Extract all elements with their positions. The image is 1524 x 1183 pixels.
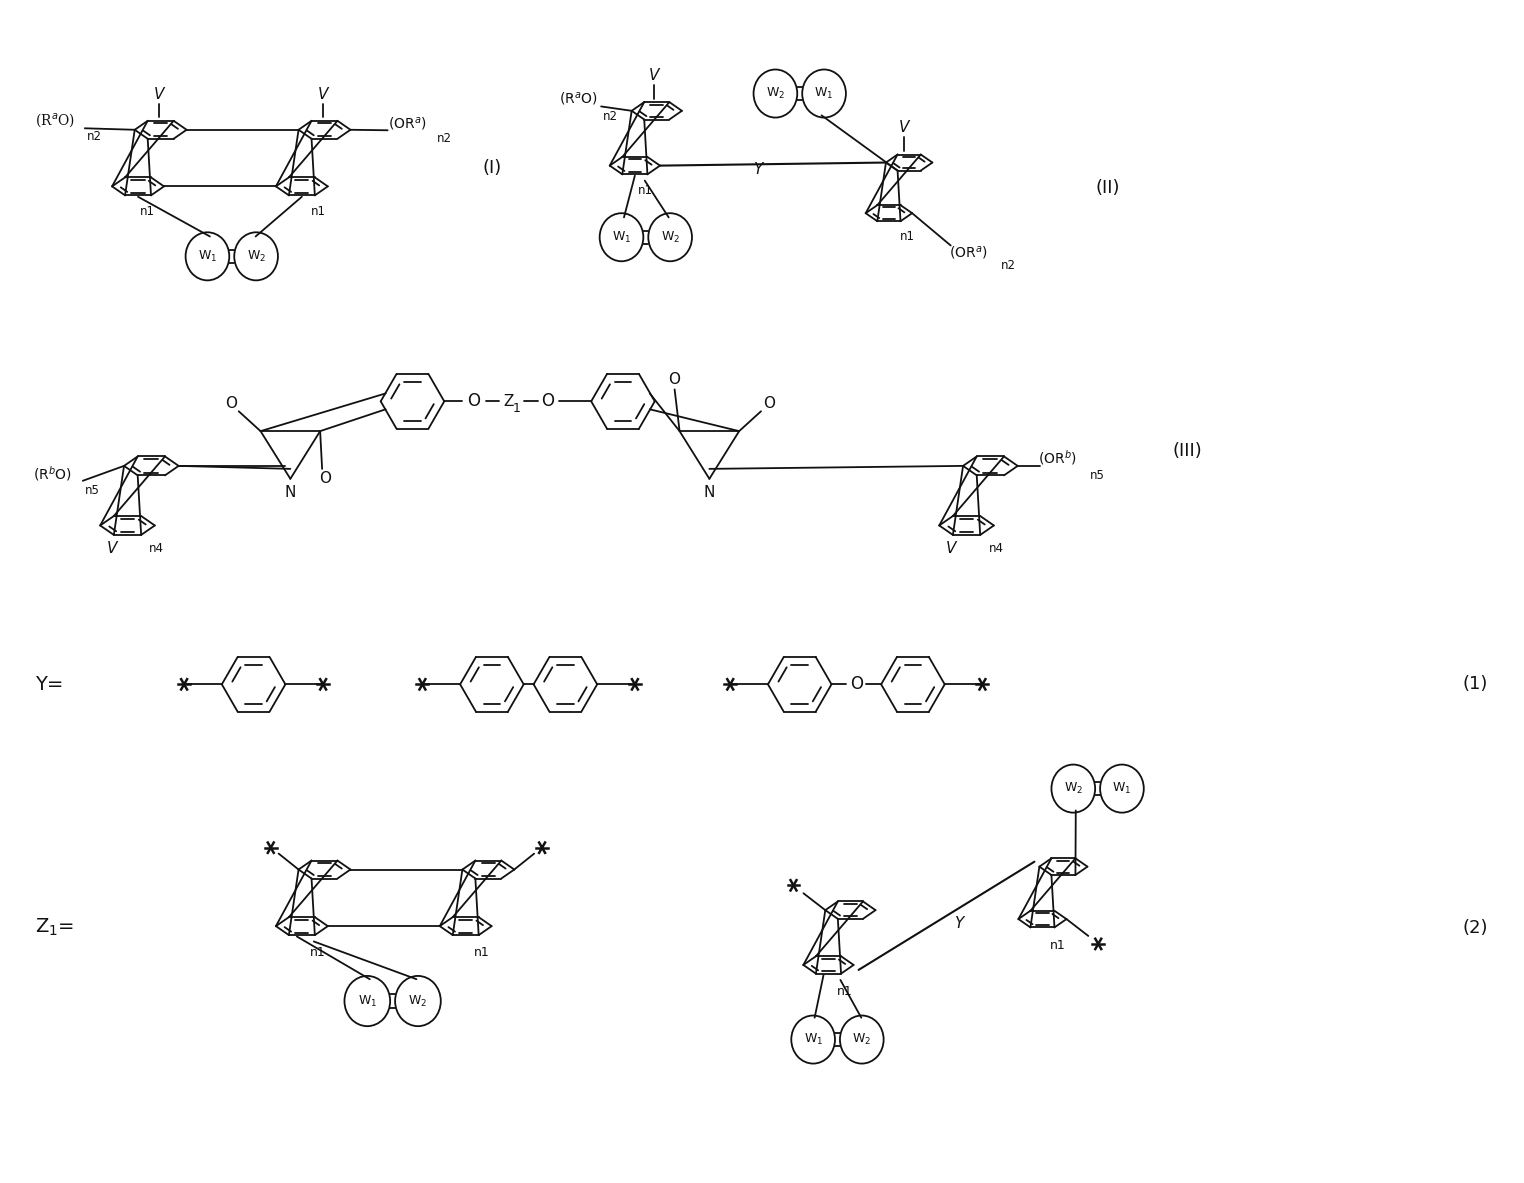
Text: (R$^{a}$O): (R$^{a}$O) — [559, 90, 597, 106]
Text: O: O — [764, 396, 774, 411]
Text: N: N — [285, 485, 296, 500]
Text: W$_2$: W$_2$ — [852, 1032, 872, 1047]
Text: O: O — [224, 396, 236, 411]
Text: Y: Y — [753, 162, 762, 176]
Text: n4: n4 — [989, 542, 1003, 555]
Text: (III): (III) — [1172, 442, 1202, 460]
Text: N: N — [704, 485, 715, 500]
Text: n5: n5 — [1090, 470, 1105, 483]
Text: W$_1$: W$_1$ — [803, 1032, 823, 1047]
Text: n5: n5 — [85, 484, 99, 497]
Text: W$_2$: W$_2$ — [1064, 781, 1084, 796]
Text: (R$^{a}$O): (R$^{a}$O) — [35, 111, 75, 129]
Text: W$_2$: W$_2$ — [660, 230, 680, 245]
Text: O: O — [541, 393, 555, 411]
Text: V: V — [649, 67, 658, 83]
Text: n1: n1 — [837, 985, 852, 998]
Text: (R$^{b}$O): (R$^{b}$O) — [34, 465, 72, 484]
Text: W$_2$: W$_2$ — [767, 86, 785, 101]
Text: W$_1$: W$_1$ — [358, 994, 376, 1009]
Text: 1: 1 — [512, 402, 521, 415]
Text: (OR$^{a}$): (OR$^{a}$) — [948, 244, 988, 261]
Text: n1: n1 — [311, 946, 326, 959]
Text: (OR$^{a}$): (OR$^{a}$) — [387, 115, 427, 131]
Text: (OR$^{b}$): (OR$^{b}$) — [1038, 448, 1077, 467]
Text: Y=: Y= — [35, 674, 64, 694]
Text: n1: n1 — [1050, 938, 1065, 951]
Text: W$_1$: W$_1$ — [814, 86, 834, 101]
Text: n1: n1 — [311, 205, 326, 218]
Text: W$_1$: W$_1$ — [198, 248, 216, 264]
Text: (1): (1) — [1462, 675, 1487, 693]
Text: W$_1$: W$_1$ — [1113, 781, 1131, 796]
Text: W$_1$: W$_1$ — [613, 230, 631, 245]
Text: n2: n2 — [437, 131, 453, 144]
Text: V: V — [945, 541, 956, 556]
Text: n1: n1 — [474, 946, 489, 959]
Text: n2: n2 — [604, 110, 619, 123]
Text: O: O — [468, 393, 480, 411]
Text: W$_2$: W$_2$ — [247, 248, 265, 264]
Text: W$_2$: W$_2$ — [408, 994, 428, 1009]
Text: Y: Y — [954, 917, 963, 931]
Text: (2): (2) — [1462, 919, 1487, 937]
Text: Z$_1$=: Z$_1$= — [35, 917, 75, 938]
Text: n2: n2 — [1001, 259, 1017, 272]
Text: V: V — [154, 86, 165, 102]
Text: n1: n1 — [140, 205, 155, 218]
Text: n4: n4 — [149, 542, 165, 555]
Text: (I): (I) — [482, 159, 501, 177]
Text: n1: n1 — [899, 231, 914, 244]
Text: n2: n2 — [87, 130, 102, 143]
Text: Z: Z — [503, 394, 514, 409]
Text: n1: n1 — [639, 183, 654, 196]
Text: O: O — [669, 371, 681, 387]
Text: V: V — [107, 541, 117, 556]
Text: O: O — [319, 471, 331, 486]
Text: V: V — [319, 86, 328, 102]
Text: O: O — [850, 675, 863, 693]
Text: V: V — [899, 121, 910, 135]
Text: (II): (II) — [1096, 179, 1120, 196]
